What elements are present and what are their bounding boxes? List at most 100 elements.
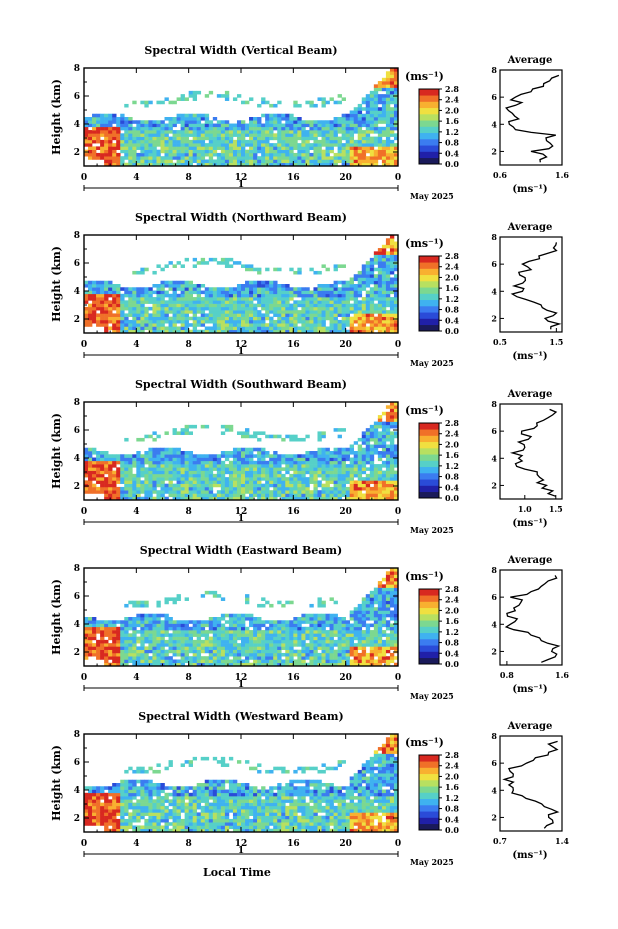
colorbar-tick-label: 2.8 xyxy=(445,251,459,261)
chart-title: Spectral Width (Northward Beam) xyxy=(135,211,347,224)
average-unit: (ms⁻¹) xyxy=(512,351,547,362)
x-tick-label: 0 xyxy=(395,673,401,683)
y-tick-label: 4 xyxy=(74,786,80,796)
colorbar-tick-label: 0.8 xyxy=(445,138,459,148)
x-tick-label: 12 xyxy=(235,673,248,683)
colorbar-tick-label: 2.0 xyxy=(445,272,459,282)
y-tick-label: 4 xyxy=(74,620,80,630)
average-x-tick-label: 1.6 xyxy=(555,670,569,680)
chart-title: Spectral Width (Southward Beam) xyxy=(135,378,347,391)
average-y-tick-label: 4 xyxy=(491,286,497,296)
average-profile-line xyxy=(510,242,562,330)
day-label: 1 xyxy=(238,514,244,524)
colorbar-swatch xyxy=(419,89,439,96)
colorbar-swatch xyxy=(419,145,439,152)
colorbar-tick-label: 0.4 xyxy=(445,482,459,492)
colorbar-frame xyxy=(418,255,440,332)
colorbar-swatch xyxy=(419,114,439,121)
x-tick-label: 4 xyxy=(133,839,139,849)
colorbar-unit: (ms⁻¹) xyxy=(405,70,444,83)
colorbar-swatch xyxy=(419,312,439,319)
average-x-tick-label: 0.8 xyxy=(500,670,514,680)
x-axis-label: Local Time xyxy=(203,866,271,879)
colorbar-swatch xyxy=(419,95,439,102)
y-tick-label: 8 xyxy=(74,64,80,74)
colorbar-tick-label: 2.4 xyxy=(445,429,459,439)
x-tick-label: 16 xyxy=(287,340,300,350)
colorbar-swatch xyxy=(419,268,439,276)
colorbar-tick-label: 1.6 xyxy=(445,616,459,626)
y-tick-label: 8 xyxy=(74,730,80,740)
y-tick-label: 8 xyxy=(74,564,80,574)
average-title: Average xyxy=(507,721,553,732)
heatmap-cells xyxy=(84,568,399,667)
date-label: May 2025 xyxy=(410,525,454,535)
colorbar-swatch xyxy=(419,126,439,134)
colorbar-swatch xyxy=(419,139,439,146)
colorbar-tick-label: 0.4 xyxy=(445,814,459,824)
y-tick-label: 6 xyxy=(74,92,80,102)
chart-panel-3: Spectral Width (Southward Beam) 2 4 6 8 Heigh… xyxy=(50,378,563,535)
x-tick-label: 0 xyxy=(395,340,401,350)
average-y-tick-label: 4 xyxy=(491,785,497,795)
colorbar-swatch xyxy=(419,798,439,806)
average-y-tick-label: 4 xyxy=(491,453,497,463)
colorbar-tick-label: 2.8 xyxy=(445,418,459,428)
colorbar-tick-label: 0.0 xyxy=(445,159,459,169)
colorbar-tick-label: 1.6 xyxy=(445,450,459,460)
colorbar-tick-label: 2.8 xyxy=(445,84,459,94)
colorbar-swatch xyxy=(419,645,439,652)
colorbar-swatch xyxy=(419,632,439,640)
chart-title: Spectral Width (Eastward Beam) xyxy=(140,544,342,557)
colorbar-swatch xyxy=(419,132,439,140)
x-tick-label: 0 xyxy=(395,839,401,849)
average-unit: (ms⁻¹) xyxy=(512,184,547,195)
x-tick-label: 0 xyxy=(81,507,87,517)
colorbar-unit: (ms⁻¹) xyxy=(405,570,444,583)
average-y-tick-label: 8 xyxy=(491,399,497,409)
colorbar-tick-label: 2.0 xyxy=(445,439,459,449)
colorbar-swatch xyxy=(419,293,439,301)
colorbar-swatch xyxy=(419,262,439,269)
colorbar-tick-label: 0.0 xyxy=(445,825,459,835)
average-unit: (ms⁻¹) xyxy=(512,684,547,695)
average-y-tick-label: 6 xyxy=(491,259,497,269)
date-label: May 2025 xyxy=(410,191,454,201)
colorbar-swatch xyxy=(419,601,439,609)
colorbar-swatch xyxy=(419,811,439,818)
colorbar-swatch xyxy=(419,281,439,288)
x-tick-label: 0 xyxy=(81,839,87,849)
colorbar-unit: (ms⁻¹) xyxy=(405,237,444,250)
heatmap-cells xyxy=(84,734,399,833)
date-label: May 2025 xyxy=(410,691,454,701)
colorbar-swatch xyxy=(419,120,439,127)
colorbar-swatch xyxy=(419,823,439,831)
colorbar-frame xyxy=(418,754,440,831)
colorbar-swatch xyxy=(419,101,439,109)
colorbar-swatch xyxy=(419,318,439,326)
y-axis-label: Height (km) xyxy=(50,246,63,322)
x-tick-label: 0 xyxy=(395,173,401,183)
colorbar-tick-label: 0.0 xyxy=(445,326,459,336)
colorbar-frame xyxy=(418,588,440,665)
average-x-tick-label: 1.4 xyxy=(555,836,569,846)
y-tick-label: 6 xyxy=(74,758,80,768)
x-tick-label: 4 xyxy=(133,673,139,683)
average-frame xyxy=(499,403,563,500)
x-tick-label: 0 xyxy=(81,340,87,350)
average-unit: (ms⁻¹) xyxy=(512,518,547,529)
y-axis-label: Height (km) xyxy=(50,579,63,655)
x-tick-label: 16 xyxy=(287,673,300,683)
colorbar-tick-label: 2.0 xyxy=(445,771,459,781)
day-label: 1 xyxy=(238,347,244,357)
average-title: Average xyxy=(507,389,553,400)
colorbar-tick-label: 1.2 xyxy=(445,461,459,471)
colorbar-swatch xyxy=(419,620,439,627)
colorbar-swatch xyxy=(419,466,439,474)
average-y-tick-label: 2 xyxy=(491,812,497,822)
colorbar-swatch xyxy=(419,107,439,115)
x-tick-label: 8 xyxy=(186,839,192,849)
x-tick-label: 20 xyxy=(339,673,352,683)
colorbar-tick-label: 2.4 xyxy=(445,262,459,272)
colorbar-swatch xyxy=(419,429,439,436)
